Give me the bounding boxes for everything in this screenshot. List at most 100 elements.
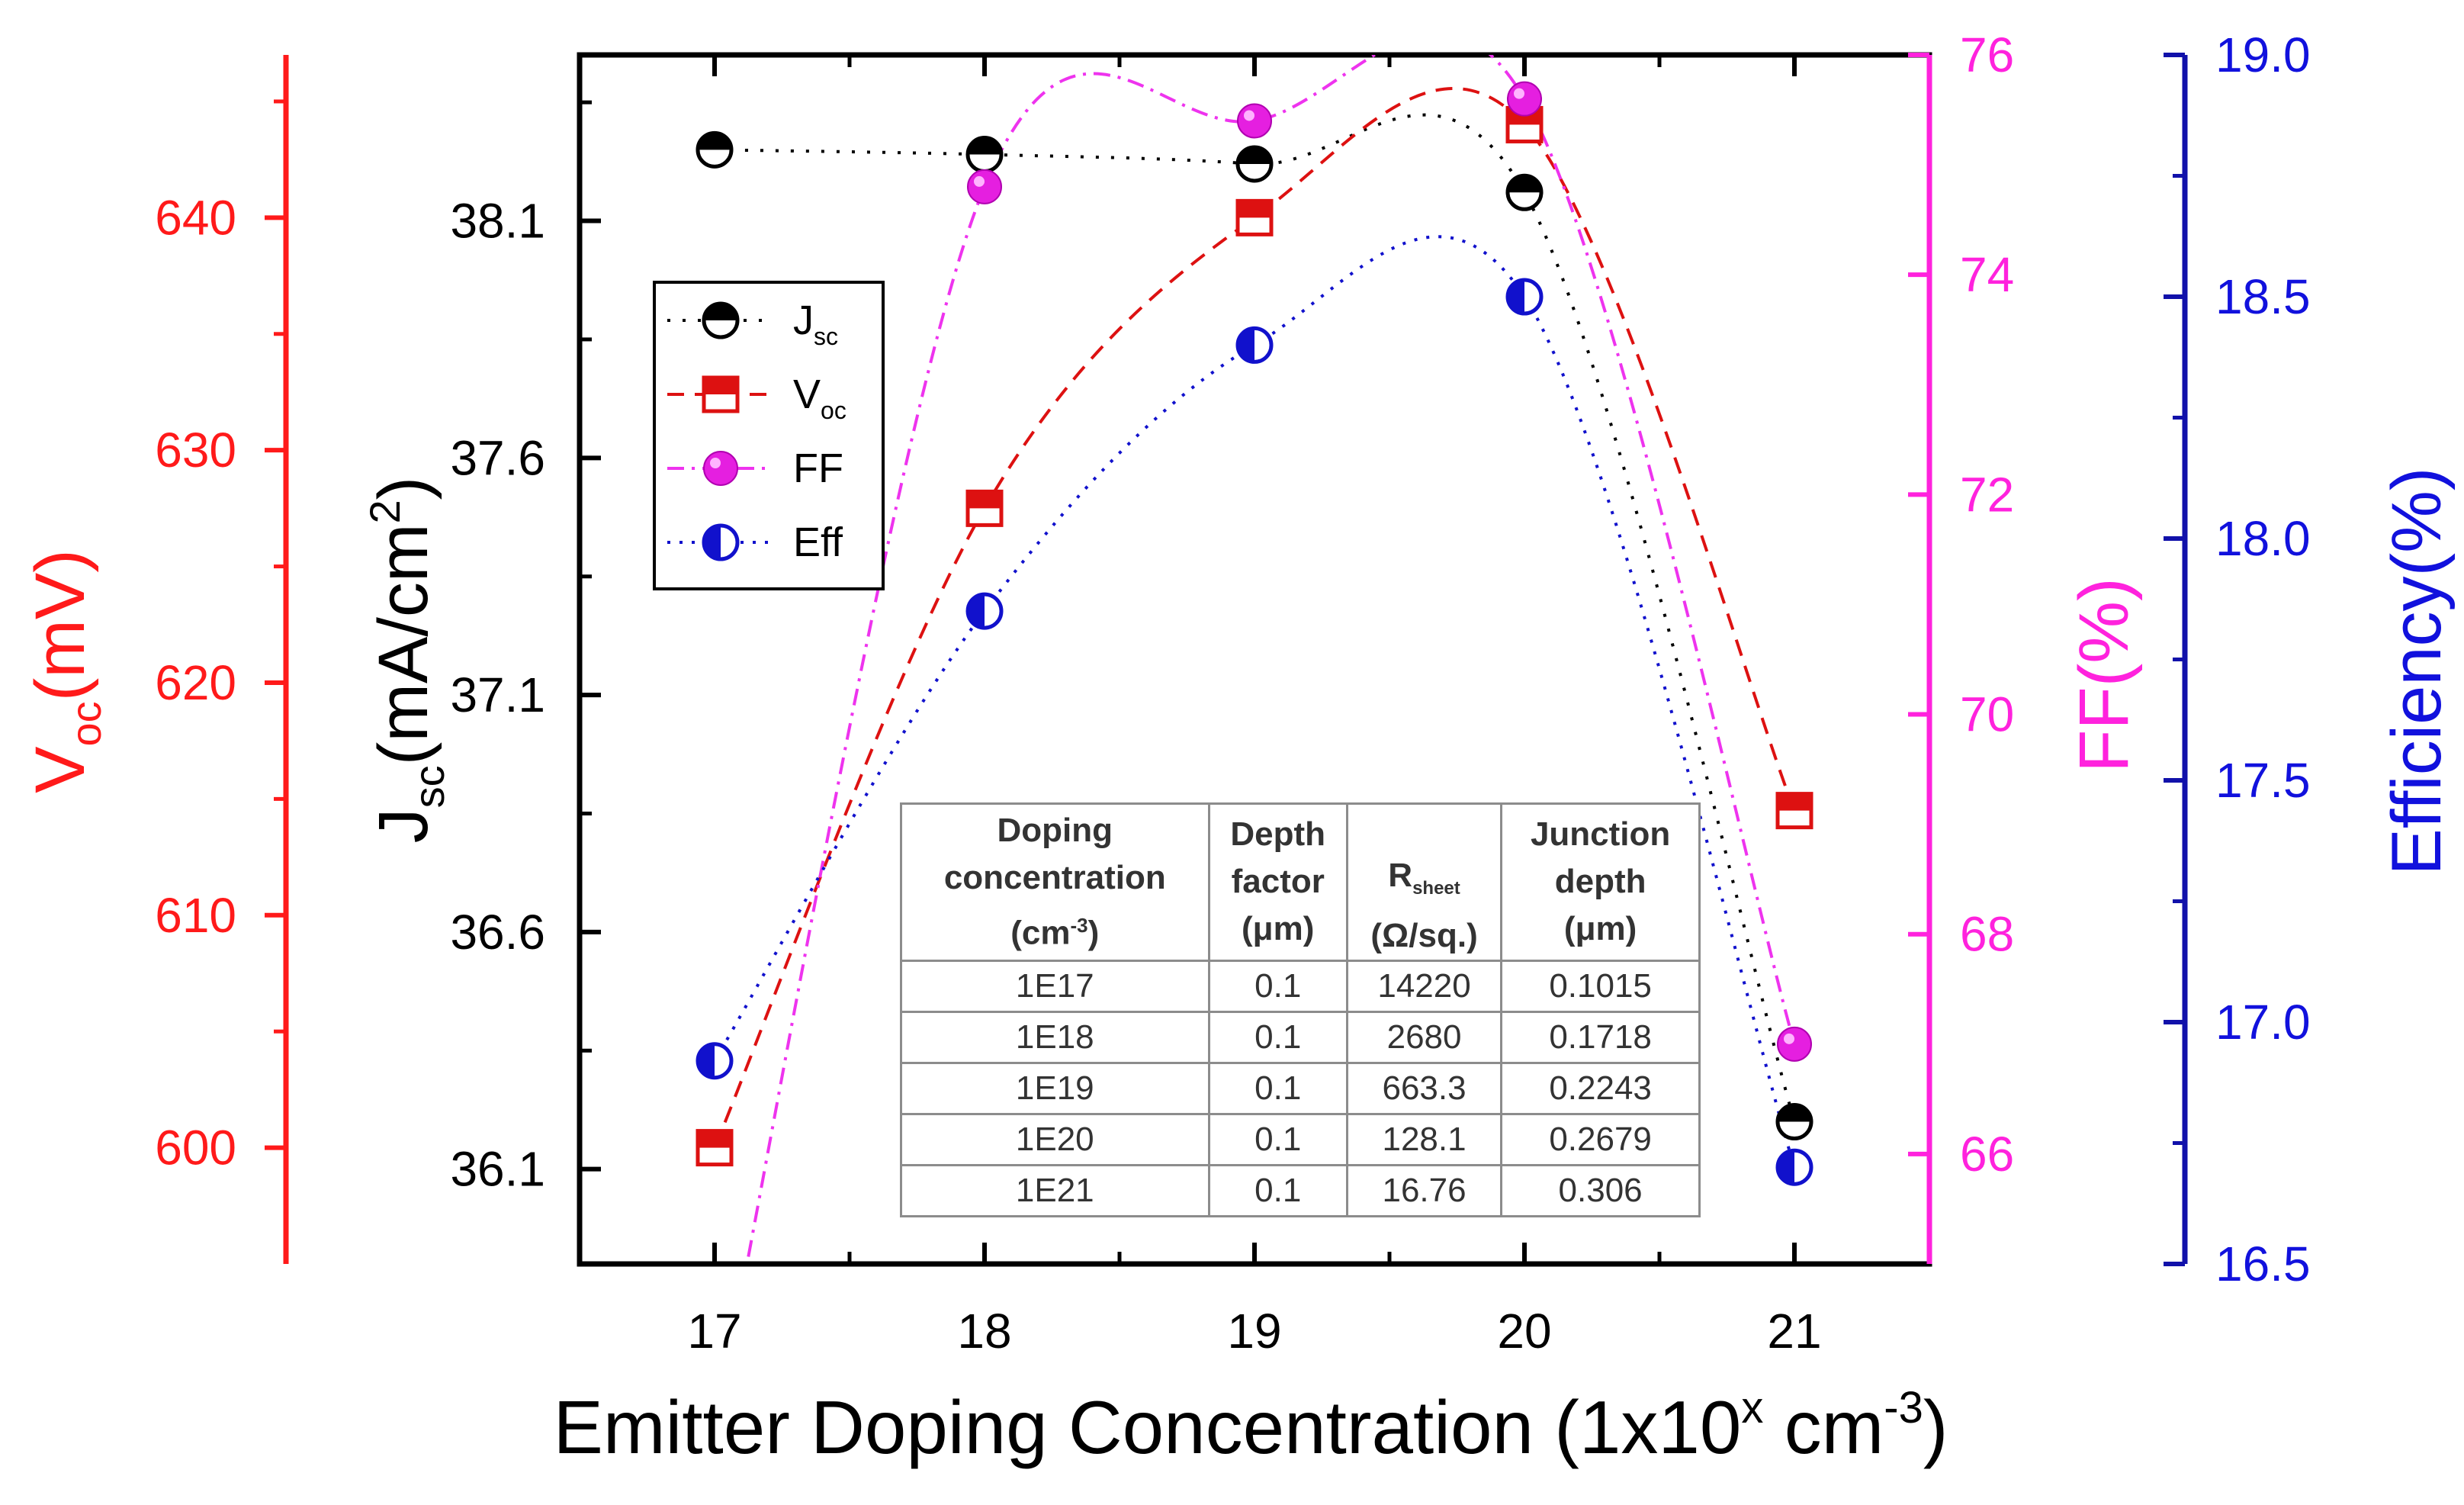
legend: Jsc Voc FF Eff	[653, 281, 885, 590]
jsc-axis-title: Jsc(mA/cm2)	[361, 477, 453, 844]
legend-marker-ff-highlight	[710, 458, 721, 468]
eff-tick-label: 19.0	[2215, 27, 2311, 82]
voc-tick-label: 610	[155, 888, 236, 943]
header-junction-depth: Junction depth (μm)	[1500, 802, 1701, 962]
marker-ff	[967, 169, 1002, 204]
eff-tick-label: 16.5	[2215, 1236, 2311, 1291]
legend-label-main: V	[793, 371, 821, 417]
marker-eff-fill	[1508, 280, 1524, 314]
marker-jsc-fill	[968, 137, 1001, 155]
marker-ff	[1777, 1026, 1812, 1062]
ff-tick-label: 76	[1960, 27, 2014, 82]
ff-axis-title: FF(%)	[2065, 577, 2143, 772]
x-tick-label: 18	[957, 1304, 1011, 1359]
table-cell: 1E20	[900, 1112, 1210, 1166]
table-cell: 0.1015	[1500, 959, 1701, 1013]
x-tick-label: 17	[687, 1304, 741, 1359]
table-cell: 0.1	[1207, 1163, 1348, 1217]
voc-axis: 600 610 620 630 640	[155, 55, 289, 1264]
table-cell: 128.1	[1345, 1112, 1503, 1166]
voc-tick-label: 630	[155, 423, 236, 478]
legend-label-main: Eff	[793, 519, 843, 565]
header-rsheet: Rsheet (Ω/sq.)	[1345, 802, 1503, 962]
marker-ff-highlight	[1784, 1033, 1794, 1044]
marker-jsc-fill	[1508, 175, 1541, 193]
voc-tick-label: 620	[155, 655, 236, 710]
legend-marker-ff	[703, 451, 738, 486]
marker-eff-fill	[1778, 1150, 1794, 1185]
ff-tick-label: 68	[1960, 907, 2014, 962]
table-cell: 0.1	[1207, 959, 1348, 1013]
table-cell: 14220	[1345, 959, 1503, 1013]
ff-tick-label: 66	[1960, 1127, 2014, 1182]
legend-marker-voc-fill	[704, 378, 737, 394]
table-row: 1E19 0.1 663.3 0.2243	[900, 1061, 1701, 1115]
legend-box	[653, 281, 885, 590]
table-cell: 1E19	[900, 1061, 1210, 1115]
table-cell: 1E17	[900, 959, 1210, 1013]
jsc-tick-label: 38.1	[450, 194, 545, 249]
x-tick-label: 21	[1767, 1304, 1821, 1359]
legend-label-jsc: Jsc	[793, 297, 838, 350]
marker-ff	[1237, 103, 1272, 139]
marker-voc-fill	[1238, 201, 1271, 218]
table-cell: 0.2679	[1500, 1112, 1701, 1166]
eff-axis: 16.5 17.0 17.5 18.0 18.5 19.0	[2164, 27, 2311, 1291]
marker-voc-fill	[1778, 793, 1811, 811]
jsc-tick-label: 37.1	[450, 667, 545, 722]
marker-ff-highlight	[1514, 88, 1524, 99]
legend-label-sub: sc	[814, 323, 838, 350]
series-line-ff	[745, 55, 1796, 1264]
x-tick-label: 20	[1497, 1304, 1551, 1359]
header-doping-concentration: Doping concentration (cm-3)	[900, 802, 1210, 962]
series-lines	[713, 55, 1796, 1264]
marker-jsc-fill	[1778, 1105, 1811, 1122]
table-cell: 0.306	[1500, 1163, 1701, 1217]
series-line-voc	[713, 86, 1796, 1149]
legend-label-ff: FF	[793, 445, 843, 491]
jsc-tick-label: 36.1	[450, 1142, 545, 1197]
marker-ff-highlight	[1244, 110, 1254, 121]
eff-tick-label: 17.0	[2215, 995, 2311, 1050]
x-tick-label: 19	[1227, 1304, 1281, 1359]
table-row: 1E18 0.1 2680 0.1718	[900, 1010, 1701, 1064]
marker-jsc-fill	[698, 133, 731, 150]
table-header-row: Doping concentration (cm-3) Depth factor (μm…	[900, 802, 1701, 962]
jsc-axis: 36.1 36.6 37.1 37.6 38.1	[450, 100, 601, 1197]
eff-tick-label: 18.0	[2215, 511, 2311, 566]
doping-table-inset: Doping concentration (cm-3) Depth factor (μm…	[900, 802, 1701, 1217]
voc-tick-label: 640	[155, 190, 236, 245]
legend-label-main: FF	[793, 445, 843, 491]
ff-axis: 66 68 70 72 74 76	[1908, 27, 2014, 1264]
legend-label-sub: oc	[821, 397, 846, 424]
x-axis-title: Emitter Doping Concentration (1x10x cm-3…	[554, 1383, 1948, 1469]
legend-marker-jsc-fill	[704, 304, 737, 320]
marker-eff-fill	[1238, 328, 1254, 362]
ff-tick-label: 72	[1960, 467, 2014, 522]
marker-eff-fill	[968, 594, 985, 629]
marker-ff	[1507, 81, 1542, 117]
jsc-tick-label: 36.6	[450, 905, 545, 960]
legend-label-main: J	[793, 297, 814, 343]
jsc-tick-label: 37.6	[450, 430, 545, 485]
table-cell: 0.1	[1207, 1010, 1348, 1064]
table-cell: 1E21	[900, 1163, 1210, 1217]
table-cell: 0.1	[1207, 1112, 1348, 1166]
table-cell: 16.76	[1345, 1163, 1503, 1217]
table-cell: 0.1718	[1500, 1010, 1701, 1064]
eff-tick-label: 17.5	[2215, 753, 2311, 808]
marker-ff-highlight	[974, 175, 985, 187]
voc-tick-label: 600	[155, 1121, 236, 1175]
header-depth-factor: Depth factor (μm)	[1207, 802, 1348, 962]
legend-label-voc: Voc	[793, 371, 846, 424]
table-cell: 0.2243	[1500, 1061, 1701, 1115]
table-row: 1E20 0.1 128.1 0.2679	[900, 1112, 1701, 1166]
legend-label-eff: Eff	[793, 519, 843, 565]
eff-axis-title: Efficiency(%)	[2378, 467, 2456, 875]
marker-voc-fill	[698, 1130, 731, 1148]
table-cell: 2680	[1345, 1010, 1503, 1064]
ff-tick-label: 70	[1960, 687, 2014, 742]
table-row: 1E21 0.1 16.76 0.306	[900, 1163, 1701, 1217]
table-cell: 1E18	[900, 1010, 1210, 1064]
